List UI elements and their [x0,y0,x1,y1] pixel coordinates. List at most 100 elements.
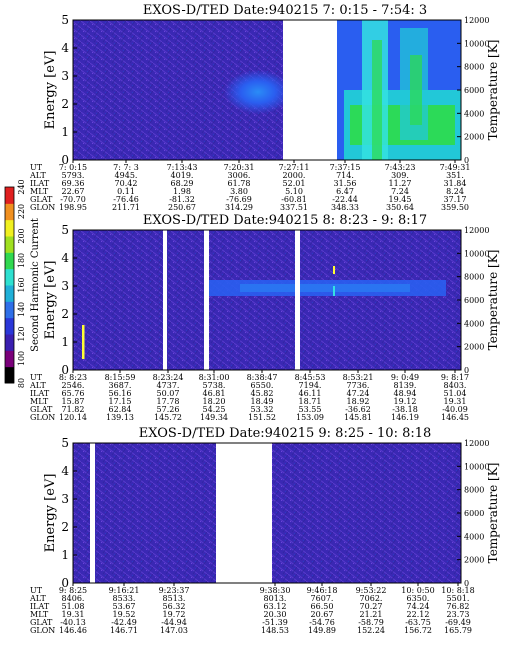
ephemeris-cell: 309. [391,171,409,180]
ephemeris-cell: 3006. [228,171,251,180]
temperature-tick-label: 8000 [464,273,484,282]
ephemeris-cell: -81.32 [169,195,195,204]
panel-1: EXOS-D/TED Date:940215 7: 0:15 - 7:54: 3… [29,3,500,212]
ephemeris-cell: 22.12 [407,610,430,619]
ephemeris-cell: 9:53:22 [356,586,387,595]
ephemeris-cell: 9:46:18 [307,586,338,595]
ephemeris-row-label: ALT [29,594,46,603]
colorbar-tick-label: 180 [17,253,26,268]
panel-3-gap-1 [90,443,95,583]
energy-tick-label: 3 [61,492,69,506]
colorbar-tick-label: 220 [17,204,26,219]
temperature-tick-label: 12000 [464,439,489,448]
ephemeris-cell: 8139. [394,381,417,390]
energy-tick-label: 2 [61,97,69,111]
temperature-tick-label: 4000 [464,109,484,118]
temperature-tick-label: 4000 [464,532,484,541]
ephemeris-cell: 18.92 [347,397,370,406]
panel-2-gap-3 [295,230,300,370]
ephemeris-cell: 198.95 [59,203,87,212]
ephemeris-cell: 4019. [171,171,194,180]
ephemeris-cell: 19.12 [394,397,417,406]
ephemeris-cell: -58.79 [358,618,384,627]
ephemeris-cell: 9: 8:25 [59,586,87,595]
ephemeris-cell: 348.33 [331,203,359,212]
ephemeris-cell: 8:15:59 [105,373,136,382]
temperature-tick-label: 12000 [464,226,489,235]
ephemeris-row-label: ALT [29,171,46,180]
ephemeris-cell: -63.75 [405,618,431,627]
ephemeris-cell: 139.13 [106,413,134,422]
ephemeris-cell: 147.03 [160,626,188,635]
energy-tick-label: 3 [61,69,69,83]
ephemeris-cell: 56.32 [163,602,186,611]
energy-tick-label: 3 [61,279,69,293]
ephemeris-cell: 337.51 [280,203,308,212]
ephemeris-cell: 46.81 [203,389,226,398]
ephemeris-cell: 76.82 [447,602,470,611]
panel-2: EXOS-D/TED Date:940215 8: 8:23 - 9: 8:17… [29,213,500,422]
energy-tick-label: 0 [61,363,69,377]
energy-tick-label: 1 [61,335,69,349]
temperature-tick-label: 0 [464,366,469,375]
ephemeris-cell: 53.55 [299,405,322,414]
panel-3-title: EXOS-D/TED Date:940215 9: 8:25 - 10: 8:1… [139,426,432,441]
ephemeris-cell: 146.19 [391,413,419,422]
temperature-tick-label: 6000 [464,509,484,518]
energy-tick-label: 2 [61,520,69,534]
ephemeris-cell: 350.64 [386,203,414,212]
colorbar-tick-label: 100 [17,351,26,366]
ephemeris-cell: 5501. [447,594,470,603]
ephemeris-cell: 8:23:24 [153,373,184,382]
ephemeris-cell: 53.67 [113,602,136,611]
temperature-tick-label: 10000 [464,249,489,258]
ephemeris-cell: 9:38:30 [260,586,291,595]
ephemeris-row-label: GLAT [30,195,53,204]
ephemeris-cell: 146.71 [110,626,138,635]
ephemeris-cell: 7:27:11 [279,163,310,172]
ephemeris-cell: 19.52 [113,610,136,619]
ephemeris-cell: 15.87 [62,397,85,406]
colorbar-swatch [5,219,14,237]
ephemeris-cell: 4737. [157,381,180,390]
ephemeris-cell: 8:38:47 [247,373,278,382]
ephemeris-cell: 7:37:15 [330,163,361,172]
ephemeris-cell: 18.20 [203,397,226,406]
colorbar-tick-label: 240 [17,179,26,194]
colorbar-swatch [5,236,14,253]
ephemeris-cell: 65.76 [62,389,85,398]
ephemeris-row-label: GLON [30,626,55,635]
ephemeris-cell: 314.29 [225,203,253,212]
ephemeris-cell: 152.24 [357,626,385,635]
ephemeris-cell: -69.49 [445,618,471,627]
ephemeris-cell: 120.14 [59,413,87,422]
ephemeris-row-label: UT [30,586,43,595]
energy-tick-label: 4 [61,41,69,55]
ephemeris-cell: 19.72 [163,610,186,619]
colorbar-swatch [5,252,14,270]
ephemeris-row-label: MLT [30,397,49,406]
ephemeris-cell: 18.49 [251,397,274,406]
panel-2-plot-bg [73,230,461,370]
ephemeris-cell: 714. [336,171,354,180]
energy-tick-label: 0 [61,576,69,590]
ephemeris-cell: 7:13:43 [167,163,198,172]
ephemeris-cell: 57.26 [157,405,180,414]
ephemeris-cell: 8513. [163,594,186,603]
ephemeris-cell: 351. [446,171,464,180]
ephemeris-cell: 7736. [347,381,370,390]
ephemeris-cell: 19.45 [389,195,412,204]
temperature-tick-label: 6000 [464,86,484,95]
ephemeris-cell: 5738. [203,381,226,390]
ephemeris-cell: 61.78 [228,179,251,188]
ephemeris-cell: 8:31:00 [199,373,230,382]
ephemeris-cell: 8:45:53 [295,373,326,382]
ephemeris-cell: 250.67 [168,203,196,212]
panel-2-spike [82,325,85,359]
ephemeris-cell: 52.01 [283,179,306,188]
energy-tick-label: 1 [61,125,69,139]
colorbar-tick-label: 200 [17,228,26,243]
ephemeris-cell: 17.15 [109,397,132,406]
ephemeris-cell: 3687. [109,381,132,390]
